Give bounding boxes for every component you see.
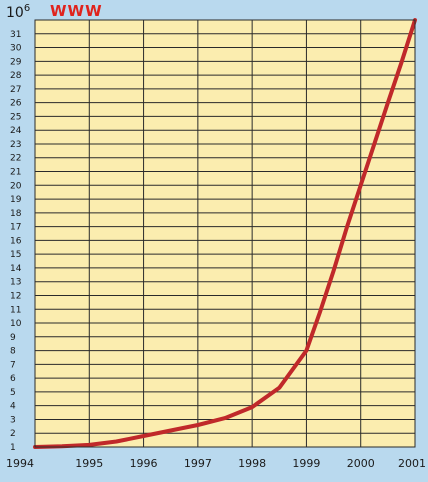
- y-tick-label: 14: [10, 264, 22, 274]
- plot-area: [35, 20, 415, 447]
- x-tick-label: 2001: [398, 457, 426, 470]
- unit-label: 106: [6, 3, 30, 21]
- y-tick-label: 12: [10, 291, 21, 301]
- y-tick-label: 21: [10, 168, 21, 178]
- y-tick-label: 10: [10, 319, 22, 329]
- y-tick-label: 17: [10, 223, 21, 233]
- y-tick-label: 5: [10, 388, 16, 398]
- y-tick-label: 7: [10, 360, 16, 370]
- y-tick-label: 3: [10, 415, 16, 425]
- y-tick-label: 1: [10, 443, 16, 453]
- y-tick-label: 6: [10, 374, 16, 384]
- y-tick-label: 29: [10, 57, 22, 67]
- y-tick-label: 28: [10, 71, 22, 81]
- y-tick-label: 22: [10, 154, 21, 164]
- x-tick-label: 1994: [6, 457, 34, 470]
- y-tick-label: 27: [10, 85, 21, 95]
- y-tick-label: 9: [10, 333, 16, 343]
- y-tick-label: 8: [10, 347, 16, 357]
- y-tick-label: 15: [10, 250, 21, 260]
- y-tick-label: 4: [10, 402, 16, 412]
- x-tick-label: 1998: [238, 457, 266, 470]
- y-tick-label: 19: [10, 195, 22, 205]
- y-tick-label: 26: [10, 99, 22, 109]
- y-tick-label: 16: [10, 236, 22, 246]
- x-tick-label: 1995: [75, 457, 103, 470]
- series-line: [33, 18, 417, 449]
- y-tick-label: 18: [10, 209, 22, 219]
- y-tick-labels: 1234567891011121314151617181920212223242…: [10, 30, 22, 453]
- y-tick-label: 11: [10, 305, 21, 315]
- y-tick-label: 20: [10, 181, 22, 191]
- y-tick-label: 31: [10, 30, 21, 40]
- y-tick-label: 23: [10, 140, 21, 150]
- chart-title: WWW: [50, 2, 103, 20]
- x-tick-label: 1999: [292, 457, 320, 470]
- y-tick-label: 25: [10, 112, 21, 122]
- y-tick-label: 2: [10, 429, 16, 439]
- x-tick-labels: 1994 1995 1996 1997 1998 1999 2000 2001: [6, 457, 426, 470]
- y-tick-label: 13: [10, 278, 21, 288]
- y-tick-label: 30: [10, 44, 22, 54]
- y-tick-label: 24: [10, 126, 22, 136]
- x-tick-label: 1996: [130, 457, 158, 470]
- x-tick-label: 1997: [184, 457, 212, 470]
- plot-frame: [34, 19, 416, 448]
- x-tick-label: 2000: [347, 457, 375, 470]
